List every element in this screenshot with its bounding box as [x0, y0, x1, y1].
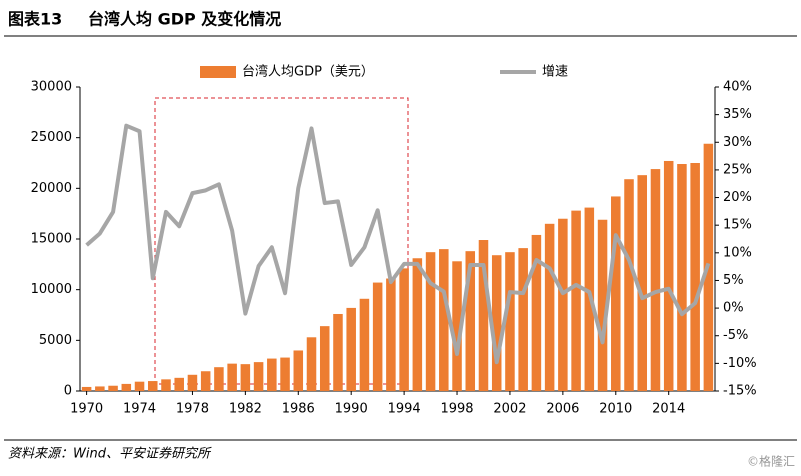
- bar: [386, 278, 396, 391]
- bar: [200, 371, 211, 391]
- y-tick-label: 30000: [31, 80, 72, 95]
- x-tick-label: 1982: [229, 402, 262, 417]
- bar: [491, 255, 502, 391]
- x-tick-label: 1990: [335, 402, 368, 417]
- y-tick-label: 0: [64, 384, 72, 399]
- highlight-box: [154, 97, 409, 385]
- bar: [624, 179, 634, 391]
- bar: [439, 249, 449, 391]
- y2-tick-label: 0%: [723, 301, 744, 316]
- x-tick-label: 1974: [123, 402, 156, 417]
- x-tick-label: 2002: [493, 402, 526, 417]
- bar: [558, 218, 568, 391]
- watermark: ©格隆汇: [747, 454, 795, 469]
- bar: [412, 258, 423, 391]
- y2-tick-label: 25%: [723, 162, 752, 177]
- x-tick-label: 2010: [599, 402, 632, 417]
- bar: [359, 298, 370, 391]
- bar: [95, 386, 105, 391]
- x-tick-label: 1970: [70, 402, 103, 417]
- y2-tick-label: 10%: [723, 245, 752, 260]
- bar: [690, 163, 700, 391]
- bar: [611, 196, 621, 391]
- bar: [637, 175, 648, 391]
- bar: [505, 252, 515, 391]
- bar: [187, 374, 198, 391]
- y2-tick-label: 35%: [723, 107, 752, 122]
- x-tick-label: 1986: [282, 402, 315, 417]
- x-tick-label: 1994: [388, 402, 421, 417]
- bar: [81, 386, 92, 391]
- bar: [240, 364, 251, 391]
- bar: [372, 282, 383, 391]
- bar: [597, 219, 608, 391]
- growth-line: [85, 123, 711, 365]
- bar: [253, 362, 264, 391]
- bar: [174, 377, 184, 391]
- bar: [161, 379, 171, 391]
- bar: [134, 381, 145, 391]
- x-tick-label: 2006: [546, 402, 579, 417]
- bar: [293, 350, 304, 391]
- bar: [465, 251, 476, 391]
- bar: [544, 223, 555, 391]
- bar: [478, 240, 489, 391]
- bar: [663, 160, 674, 391]
- bar: [425, 252, 436, 391]
- y2-tick-label: -10%: [723, 356, 757, 371]
- x-tick-label: 1998: [440, 402, 473, 417]
- bar: [677, 164, 687, 391]
- bar: [399, 268, 409, 391]
- legend-label: 增速: [542, 65, 568, 80]
- bar: [108, 385, 118, 391]
- y-tick-label: 10000: [31, 282, 72, 297]
- y2-tick-label: 20%: [723, 190, 752, 205]
- bar: [306, 337, 317, 391]
- bar: [333, 313, 343, 391]
- y-tick-label: 25000: [31, 130, 72, 145]
- bar: [267, 358, 277, 391]
- bar: [518, 248, 528, 391]
- bar: [147, 381, 158, 391]
- bar: [571, 210, 581, 391]
- y-tick-label: 20000: [31, 181, 72, 196]
- y2-tick-label: 5%: [723, 273, 744, 288]
- bar: [280, 357, 290, 391]
- bar: [227, 363, 237, 391]
- y2-tick-label: 15%: [723, 218, 752, 233]
- legend-swatch: [200, 66, 236, 78]
- y2-tick-label: 40%: [723, 80, 752, 95]
- chart-title: 台湾人均 GDP 及变化情况: [88, 10, 281, 29]
- y2-tick-label: -15%: [723, 384, 757, 399]
- bar: [346, 307, 356, 391]
- bar: [319, 326, 330, 391]
- x-tick-label: 1978: [176, 402, 209, 417]
- bar: [452, 261, 462, 391]
- y-tick-label: 5000: [39, 333, 72, 348]
- bar: [650, 169, 661, 391]
- x-tick-label: 2014: [652, 402, 685, 417]
- figure-label: 图表13: [8, 10, 62, 29]
- y2-tick-label: 30%: [723, 135, 752, 150]
- y-tick-label: 15000: [31, 232, 72, 247]
- source: 资料来源：Wind、平安证券研究所: [8, 446, 212, 462]
- bar: [121, 383, 132, 391]
- legend-label: 台湾人均GDP（美元）: [242, 64, 374, 80]
- bar: [531, 234, 542, 391]
- bar: [214, 367, 224, 391]
- y2-tick-label: -5%: [723, 328, 748, 343]
